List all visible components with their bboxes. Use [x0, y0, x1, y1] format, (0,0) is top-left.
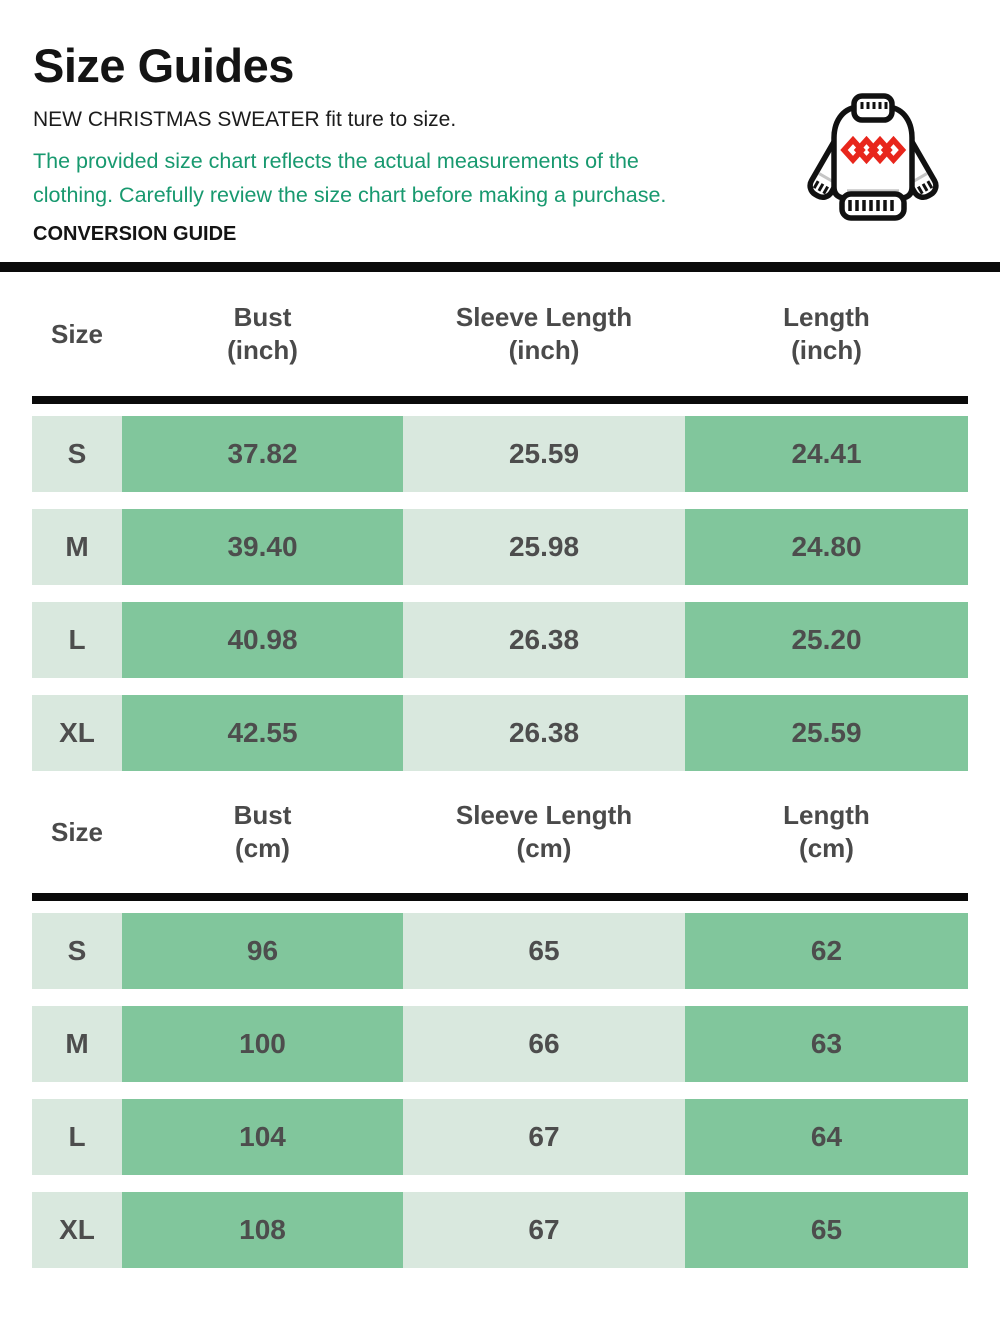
table-row: S 37.82 25.59 24.41: [32, 416, 968, 492]
bust-cell: 42.55: [122, 695, 403, 771]
table-row: XL 42.55 26.38 25.59: [32, 695, 968, 771]
bust-cell: 108: [122, 1192, 403, 1268]
length-cell: 25.59: [685, 695, 968, 771]
christmas-sweater-icon: [807, 93, 939, 221]
sleeve-cell: 65: [403, 913, 685, 989]
length-cell: 64: [685, 1099, 968, 1175]
length-cell: 25.20: [685, 602, 968, 678]
page-title: Size Guides: [33, 39, 294, 92]
sleeve-cell: 66: [403, 1006, 685, 1082]
sleeve-cell: 26.38: [403, 602, 685, 678]
table-row: L 40.98 26.38 25.20: [32, 602, 968, 678]
length-cell: 65: [685, 1192, 968, 1268]
bust-cell: 104: [122, 1099, 403, 1175]
conversion-guide-label: CONVERSION GUIDE: [33, 223, 237, 245]
col-header-size: Size: [50, 318, 104, 349]
intro-section: Size Guides NEW CHRISTMAS SWEATER fit tu…: [0, 0, 1000, 247]
size-cell: M: [32, 509, 122, 585]
table-row: M 39.40 25.98 24.80: [32, 509, 968, 585]
cm-table-header-rule: [32, 893, 968, 901]
sleeve-cell: 67: [403, 1099, 685, 1175]
col-header-sleeve-length: Sleeve Length (inch): [455, 302, 633, 365]
length-cell: 24.41: [685, 416, 968, 492]
bust-cell: 96: [122, 913, 403, 989]
top-divider: [0, 262, 1000, 272]
sleeve-cell: 25.59: [403, 416, 685, 492]
size-cell: L: [32, 1099, 122, 1175]
col-header-bust: Bust (inch): [227, 302, 298, 365]
table-row: L 104 67 64: [32, 1099, 968, 1175]
bust-cell: 39.40: [122, 509, 403, 585]
bust-cell: 100: [122, 1006, 403, 1082]
length-cell: 62: [685, 913, 968, 989]
table-row: S 96 65 62: [32, 913, 968, 989]
inch-table-header: Size Bust (inch) Sleeve Length (inch) Le…: [32, 272, 968, 396]
bust-cell: 37.82: [122, 416, 403, 492]
sleeve-cell: 67: [403, 1192, 685, 1268]
length-cell: 24.80: [685, 509, 968, 585]
table-row: XL 108 67 65: [32, 1192, 968, 1268]
length-cell: 63: [685, 1006, 968, 1082]
size-cell: XL: [32, 695, 122, 771]
sleeve-cell: 25.98: [403, 509, 685, 585]
col-header-length: Length (inch): [783, 302, 870, 365]
fit-subtitle: NEW CHRISTMAS SWEATER fit ture to size.: [33, 108, 457, 131]
size-cell: L: [32, 602, 122, 678]
measurement-note: The provided size chart reflects the act…: [33, 149, 667, 207]
size-cell: S: [32, 416, 122, 492]
col-header-length: Length (cm): [783, 800, 870, 863]
col-header-bust: Bust (cm): [233, 800, 292, 863]
sleeve-cell: 26.38: [403, 695, 685, 771]
size-cell: XL: [32, 1192, 122, 1268]
bust-cell: 40.98: [122, 602, 403, 678]
size-cell: M: [32, 1006, 122, 1082]
inch-table-header-rule: [32, 396, 968, 404]
table-row: M 100 66 63: [32, 1006, 968, 1082]
cm-table-header: Size Bust (cm) Sleeve Length (cm) Length…: [32, 771, 968, 893]
size-cell: S: [32, 913, 122, 989]
col-header-sleeve-length: Sleeve Length (cm): [455, 800, 633, 863]
col-header-size: Size: [50, 816, 104, 847]
